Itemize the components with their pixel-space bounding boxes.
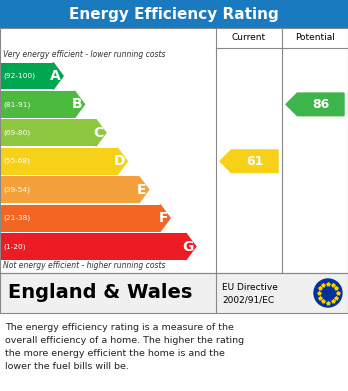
- Text: Potential: Potential: [295, 34, 335, 43]
- Circle shape: [314, 279, 342, 307]
- Text: (1-20): (1-20): [3, 243, 26, 250]
- Text: B: B: [72, 97, 82, 111]
- Text: (69-80): (69-80): [3, 129, 30, 136]
- Text: England & Wales: England & Wales: [8, 283, 192, 303]
- Polygon shape: [186, 233, 196, 260]
- Text: C: C: [94, 126, 104, 140]
- Text: 61: 61: [246, 155, 263, 168]
- Text: Not energy efficient - higher running costs: Not energy efficient - higher running co…: [3, 261, 166, 270]
- Polygon shape: [53, 63, 63, 90]
- Bar: [0, 233, 186, 260]
- Text: (21-38): (21-38): [3, 215, 30, 221]
- Text: G: G: [182, 240, 194, 253]
- Bar: [0, 63, 53, 90]
- Bar: [0, 28, 348, 273]
- Polygon shape: [74, 91, 85, 118]
- Polygon shape: [286, 93, 344, 116]
- Text: The energy efficiency rating is a measure of the: The energy efficiency rating is a measur…: [5, 323, 234, 332]
- Text: Energy Efficiency Rating: Energy Efficiency Rating: [69, 7, 279, 22]
- Bar: [0, 204, 160, 231]
- Text: EU Directive: EU Directive: [222, 283, 278, 292]
- Text: the more energy efficient the home is and the: the more energy efficient the home is an…: [5, 349, 225, 358]
- Text: (39-54): (39-54): [3, 187, 30, 193]
- Text: F: F: [159, 211, 168, 225]
- Polygon shape: [117, 148, 127, 175]
- Text: overall efficiency of a home. The higher the rating: overall efficiency of a home. The higher…: [5, 336, 244, 345]
- Text: 86: 86: [312, 98, 329, 111]
- Text: Current: Current: [232, 34, 266, 43]
- Polygon shape: [160, 204, 170, 231]
- Bar: [0, 91, 74, 118]
- Text: lower the fuel bills will be.: lower the fuel bills will be.: [5, 362, 129, 371]
- Text: (81-91): (81-91): [3, 101, 30, 108]
- Text: 2002/91/EC: 2002/91/EC: [222, 296, 274, 305]
- Text: Very energy efficient - lower running costs: Very energy efficient - lower running co…: [3, 50, 166, 59]
- Bar: [0, 148, 117, 175]
- Bar: [0, 119, 96, 146]
- Text: E: E: [137, 183, 147, 197]
- Text: (55-68): (55-68): [3, 158, 30, 165]
- Bar: [0, 273, 348, 313]
- Text: (92-100): (92-100): [3, 73, 35, 79]
- Bar: [0, 313, 348, 391]
- Text: A: A: [50, 69, 61, 83]
- Bar: [0, 176, 139, 203]
- Polygon shape: [96, 119, 106, 146]
- Polygon shape: [139, 176, 149, 203]
- Bar: [0, 273, 348, 313]
- Bar: [0, 0, 348, 28]
- Polygon shape: [220, 150, 278, 172]
- Text: D: D: [114, 154, 125, 168]
